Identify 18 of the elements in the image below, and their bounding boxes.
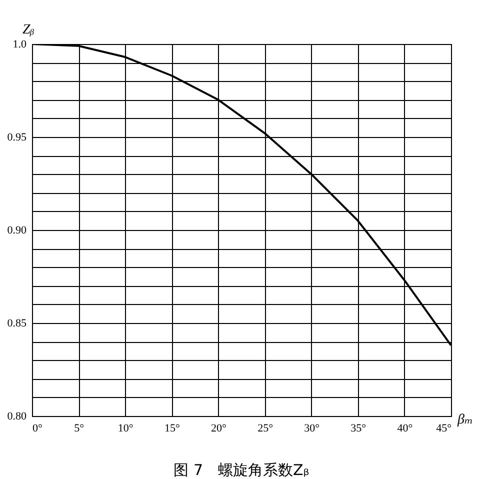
y-tick-label: 0.95	[7, 132, 27, 144]
x-tick-label: 35°	[350, 422, 366, 434]
x-tick-label: 10°	[118, 422, 134, 434]
y-tick-label: 0.90	[7, 224, 27, 236]
x-tick-label: 5°	[74, 422, 84, 434]
y-axis-title: Zᵦ	[22, 22, 34, 38]
x-tick-label: 45°	[436, 422, 452, 434]
text: 图 7 螺旋角系数Zᵦ	[174, 461, 310, 479]
x-tick-label: 0°	[32, 422, 42, 434]
y-tick-label: 1.0	[12, 38, 27, 50]
x-axis-title: βₘ	[456, 412, 474, 428]
x-tick-label: 25°	[258, 422, 273, 434]
x-tick-label: 40°	[397, 422, 413, 434]
y-tick-label: 0.80	[7, 410, 27, 422]
x-tick-label: 15°	[164, 422, 180, 434]
x-tick-label: 20°	[211, 422, 226, 434]
y-tick-label: 0.85	[7, 318, 27, 330]
x-tick-label: 30°	[304, 422, 320, 434]
